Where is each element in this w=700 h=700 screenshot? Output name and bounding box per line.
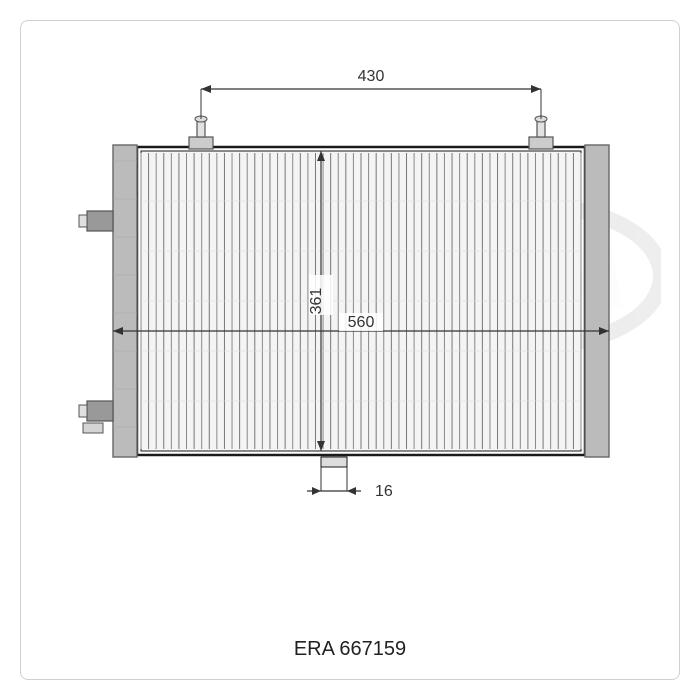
svg-text:361: 361 [308,288,325,315]
diagram: ERA43056036116 [41,41,659,599]
caption: ERA 667159 [21,638,679,661]
svg-text:560: 560 [348,314,375,331]
condenser-diagram: ERA43056036116 [41,41,661,581]
svg-text:430: 430 [358,68,385,85]
svg-text:16: 16 [375,483,393,500]
caption-brand: ERA [294,638,334,660]
caption-part: 667159 [339,638,406,660]
product-card: ERA 430 560 361 16 ERA 667159 [20,20,680,680]
